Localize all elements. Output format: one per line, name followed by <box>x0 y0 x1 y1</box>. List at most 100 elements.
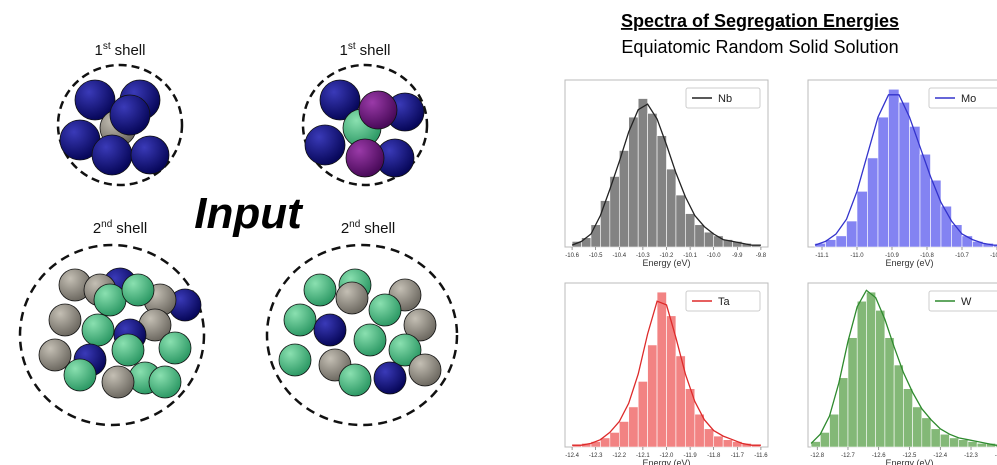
histogram-bar <box>910 126 921 247</box>
figure: 1stshell1stshell2ndshell2ndshell Input S… <box>0 0 997 465</box>
x-tick-label: -12.7 <box>841 453 855 459</box>
x-axis-label: Energy (eV) <box>885 258 933 268</box>
subtitle: Equiatomic Random Solid Solution <box>621 37 898 57</box>
histogram-bar <box>657 136 666 247</box>
shell-suffix: nd <box>101 219 112 230</box>
histogram-bar <box>638 381 647 447</box>
shell-number: 2 <box>93 220 101 237</box>
histogram-bar <box>820 432 829 447</box>
x-axis-label: Energy (eV) <box>642 458 690 465</box>
histogram-bar <box>885 338 894 447</box>
x-tick-label: -12.6 <box>872 453 886 459</box>
histogram-bar <box>704 232 713 247</box>
x-tick-label: -9.8 <box>756 253 767 259</box>
x-tick-label: -12.3 <box>964 453 978 459</box>
x-tick-label: -10.6 <box>990 253 997 259</box>
histogram-bar <box>913 407 922 447</box>
shell-word: shell <box>116 220 147 237</box>
histogram-bar <box>848 338 857 447</box>
x-tick-label: -11.6 <box>754 453 768 459</box>
histogram-bar <box>847 221 858 247</box>
x-tick-label: -9.9 <box>732 253 743 259</box>
histogram-bar <box>899 102 910 247</box>
histogram-bar <box>657 292 666 447</box>
histogram-bar <box>977 443 986 447</box>
x-tick-label: -10.7 <box>955 253 969 259</box>
charts: Nb-10.6-10.5-10.4-10.3-10.2-10.1-10.0-9.… <box>565 80 997 465</box>
histogram-panel: W-12.8-12.7-12.6-12.5-12.4-12.3-12.2Ener… <box>808 283 997 465</box>
histogram-bar <box>857 191 868 247</box>
shell-word: shell <box>360 42 391 59</box>
histogram-bar <box>695 225 704 247</box>
histogram-panel: Ta-12.4-12.3-12.2-12.1-12.0-11.9-11.8-11… <box>565 283 768 465</box>
shell-suffix: nd <box>349 219 360 230</box>
histogram-bar <box>667 169 676 247</box>
shell-suffix: st <box>103 41 111 52</box>
shell-suffix: st <box>348 41 356 52</box>
shell-number: 1 <box>340 42 348 59</box>
histogram-bar <box>714 436 723 447</box>
x-tick-label: -11.8 <box>707 453 721 459</box>
x-tick-label: -12.4 <box>565 453 579 459</box>
shell-number: 2 <box>341 220 349 237</box>
shell-label: 1stshell <box>340 41 391 59</box>
histogram-bar <box>857 301 866 447</box>
histogram-bar <box>685 214 694 247</box>
title: Spectra of Segregation Energies <box>621 11 899 31</box>
x-axis-label: Energy (eV) <box>885 458 933 465</box>
diagram <box>20 65 457 425</box>
histogram-bar <box>968 442 977 447</box>
histogram-panel: Nb-10.6-10.5-10.4-10.3-10.2-10.1-10.0-9.… <box>565 80 768 268</box>
histogram-bar <box>830 414 839 447</box>
histogram-bar <box>629 117 638 247</box>
histogram-bar <box>920 154 931 247</box>
histogram-bar <box>582 238 591 247</box>
legend-label: Nb <box>718 93 732 105</box>
histogram-bar <box>868 158 879 247</box>
histogram-bar <box>648 345 657 447</box>
atom-cluster <box>39 268 201 398</box>
histogram-bar <box>667 316 676 447</box>
x-tick-label: -11.1 <box>815 253 829 259</box>
histogram-bar <box>903 389 912 447</box>
histogram-panel: Mo-11.1-11.0-10.9-10.8-10.7-10.6Energy (… <box>808 80 997 268</box>
shell-word: shell <box>364 220 395 237</box>
histogram-bar <box>889 89 900 247</box>
histogram-bar <box>619 421 628 447</box>
histogram-bar <box>922 418 931 447</box>
histogram-bar <box>723 440 732 447</box>
histogram-bar <box>619 151 628 247</box>
histogram-bar <box>878 117 889 247</box>
histogram-bar <box>600 201 609 247</box>
histogram-bar <box>894 365 903 447</box>
atom-cluster <box>60 80 169 175</box>
histogram-bar <box>931 429 940 447</box>
histogram-bar <box>866 292 875 447</box>
x-tick-label: -10.6 <box>565 253 579 259</box>
histogram-bar <box>949 438 958 447</box>
histogram-bar <box>962 236 973 247</box>
x-tick-label: -12.8 <box>810 453 824 459</box>
x-tick-label: -12.2 <box>612 453 626 459</box>
x-tick-label: -12.3 <box>589 453 603 459</box>
histogram-bar <box>676 195 685 247</box>
atom-cluster <box>305 80 424 177</box>
histogram-bar <box>638 99 647 247</box>
histogram-bar <box>695 414 704 447</box>
legend-label: Mo <box>961 93 976 105</box>
histogram-bar <box>839 378 848 447</box>
input-label: Input <box>194 189 304 238</box>
x-tick-label: -12.4 <box>933 453 947 459</box>
legend-label: Ta <box>718 296 731 308</box>
x-tick-label: -10.4 <box>612 253 626 259</box>
histogram-bar <box>610 432 619 447</box>
histogram-bar <box>629 407 638 447</box>
x-tick-label: -10.0 <box>707 253 721 259</box>
shell-word: shell <box>115 42 146 59</box>
shell-label: 1stshell <box>95 41 146 59</box>
atom-cluster <box>279 269 441 396</box>
histogram-bar <box>836 236 847 247</box>
legend-label: W <box>961 296 972 308</box>
